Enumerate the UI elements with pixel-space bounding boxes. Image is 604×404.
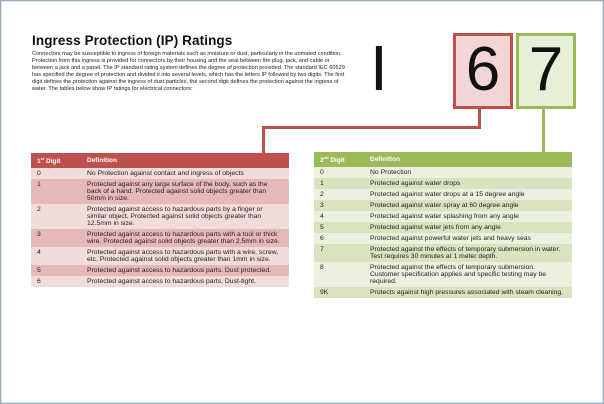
first-digit-connector-drop — [262, 126, 265, 153]
first-digit-table: 1st Digit Definition 0 No Protection agai… — [31, 153, 289, 287]
table-row: 1 Protected against any large surface of … — [31, 179, 289, 204]
table-row: 0 No Protection — [314, 167, 572, 178]
table1-header-definition: Definition — [81, 153, 289, 168]
table-row: 8 Protected against the effects of tempor… — [314, 262, 572, 287]
table-row: 9K Protects against high pressures associ… — [314, 287, 572, 298]
table-row: 4 Protected against water splashing from … — [314, 211, 572, 222]
table1-header-digit: 1st Digit — [31, 153, 81, 168]
first-digit-box: 6 — [453, 33, 513, 109]
document-title: Ingress Protection (IP) Ratings — [32, 33, 233, 48]
table-row: 1 Protected against water drops — [314, 178, 572, 189]
first-digit-connector-horizontal — [262, 126, 481, 129]
table-row: 6 Protected against powerful water jets a… — [314, 233, 572, 244]
table-row: 2 Protected against water drops at a 15 d… — [314, 189, 572, 200]
table-row: 2 Protected against access to hazardous p… — [31, 204, 289, 229]
table-row: 3 Protected against access to hazardous p… — [31, 229, 289, 247]
table-row: 5 Protected against water jets from any a… — [314, 222, 572, 233]
intro-paragraph: Connectors may be susceptible to ingress… — [32, 51, 345, 93]
table2-header-digit: 2nd Digit — [314, 152, 364, 167]
second-digit-box: 7 — [516, 33, 576, 109]
table-row: 0 No Protection against contact and ingre… — [31, 168, 289, 179]
second-digit-table: 2nd Digit Definition 0 No Protection 1 Pro… — [314, 152, 572, 298]
table-row: 7 Protected against the effects of tempor… — [314, 244, 572, 262]
first-digit: 6 — [465, 35, 501, 104]
second-digit: 7 — [528, 35, 564, 104]
table-row: 3 Protected against water spray at 60 deg… — [314, 200, 572, 211]
table2-header-definition: Definition — [364, 152, 572, 167]
first-digit-connector-vertical — [478, 106, 481, 128]
second-digit-connector-vertical — [542, 106, 545, 152]
table-row: 4 Protected against access to hazardous p… — [31, 247, 289, 265]
table-row: 5 Protected against access to hazardous p… — [31, 265, 289, 276]
table-row: 6 Protected against access to hazardous p… — [31, 276, 289, 287]
